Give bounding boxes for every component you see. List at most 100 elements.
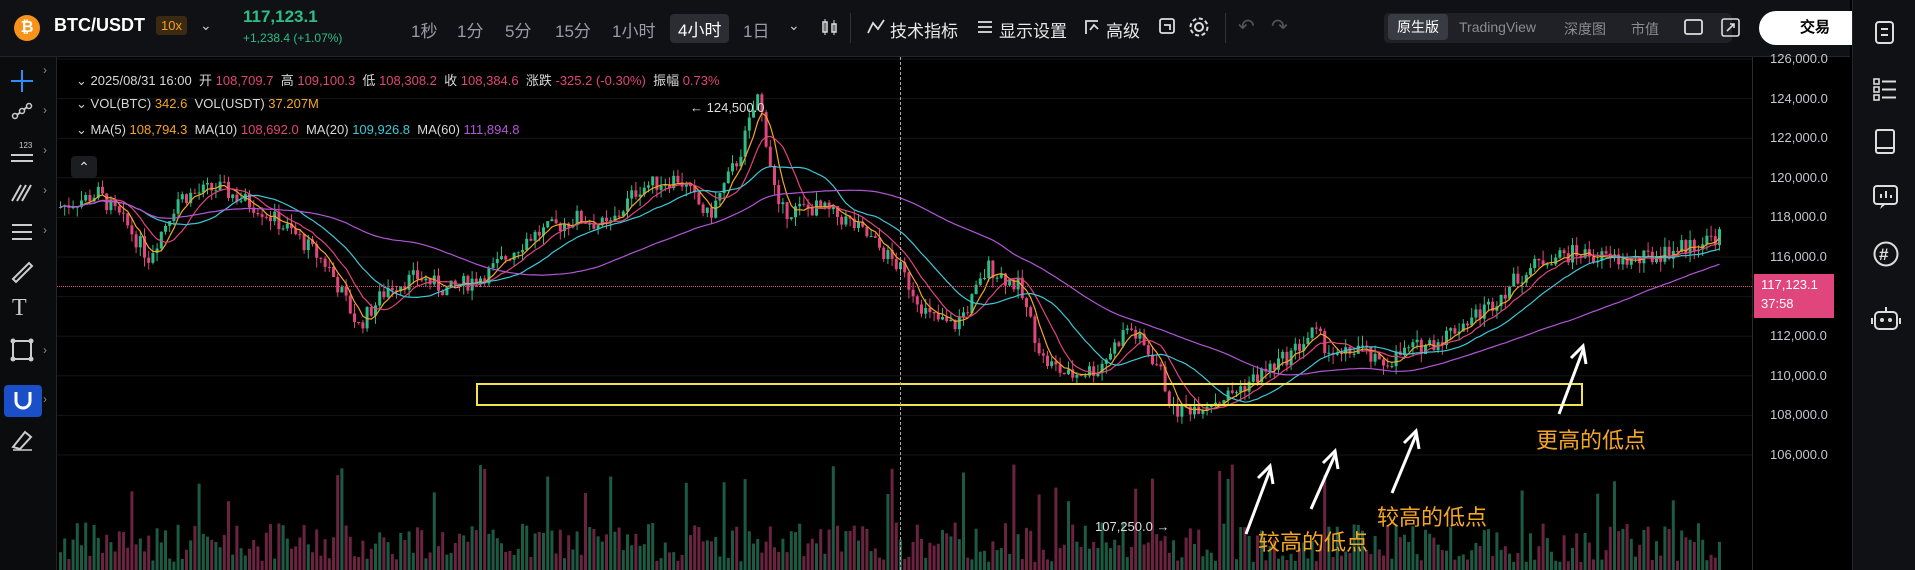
chevron-right-icon[interactable]: › bbox=[43, 183, 47, 197]
orderbook-icon[interactable] bbox=[1873, 20, 1897, 46]
chevron-right-icon[interactable]: › bbox=[43, 103, 47, 117]
symbol-name[interactable]: BTC/USDT bbox=[54, 15, 145, 35]
low-label: 低 bbox=[362, 73, 376, 88]
text-tool-icon[interactable]: T bbox=[12, 295, 27, 321]
settings-list-icon[interactable] bbox=[975, 17, 995, 37]
book-icon[interactable] bbox=[1873, 128, 1897, 156]
tab-depth[interactable]: 深度图 bbox=[1564, 21, 1606, 37]
candle-body bbox=[411, 270, 415, 275]
undo-icon[interactable]: ↶ bbox=[1238, 16, 1255, 38]
timeframe-1h[interactable]: 1小时 bbox=[612, 22, 656, 41]
volume-bar bbox=[302, 525, 306, 570]
indicator-icon[interactable] bbox=[866, 17, 886, 37]
template-icon[interactable] bbox=[1157, 16, 1179, 38]
y-tick-label: 118,000.0 bbox=[1770, 209, 1827, 225]
volume-bar bbox=[1264, 560, 1268, 570]
candle-type-icon[interactable] bbox=[820, 17, 840, 37]
volume-bar bbox=[214, 541, 218, 570]
svg-text:123: 123 bbox=[19, 141, 33, 150]
advanced-button[interactable]: 高级 bbox=[1106, 22, 1140, 41]
volume-bar bbox=[852, 525, 856, 570]
chevron-down-icon[interactable]: ⌄ bbox=[200, 17, 212, 33]
tab-tradingview[interactable]: TradingView bbox=[1459, 19, 1537, 35]
magnet-icon[interactable] bbox=[10, 388, 36, 414]
candle-body bbox=[185, 194, 188, 204]
fibonacci-icon[interactable] bbox=[9, 179, 35, 205]
volume-bar bbox=[243, 555, 247, 570]
chevron-down-icon[interactable]: ⌄ bbox=[788, 17, 800, 33]
volume-bar bbox=[588, 527, 592, 570]
candle-body bbox=[1289, 350, 1293, 366]
collapse-legend-button[interactable]: ⌃ bbox=[71, 156, 97, 178]
redo-icon[interactable]: ↷ bbox=[1271, 16, 1288, 38]
leverage-badge[interactable]: 10x bbox=[156, 16, 187, 35]
fullscreen-icon[interactable] bbox=[1720, 17, 1742, 39]
hashtag-icon[interactable]: # bbox=[1872, 240, 1900, 268]
high-label: 高 bbox=[280, 73, 294, 88]
volume-bar bbox=[1180, 557, 1184, 570]
price-axis[interactable] bbox=[1752, 57, 1852, 570]
trend-line-icon[interactable] bbox=[9, 98, 35, 124]
chevron-right-icon[interactable]: › bbox=[43, 392, 47, 406]
timeframe-4h[interactable]: 4小时 bbox=[670, 14, 730, 43]
tab-native[interactable]: 原生版 bbox=[1388, 14, 1448, 40]
volume-bar bbox=[126, 547, 130, 570]
volume-bar bbox=[655, 561, 659, 570]
horizontal-line-icon[interactable]: 123 bbox=[9, 139, 35, 165]
candle-body bbox=[231, 194, 235, 198]
candle-body bbox=[1592, 256, 1595, 263]
candle-body bbox=[416, 270, 419, 280]
list-icon[interactable] bbox=[1872, 76, 1898, 102]
shape-icon[interactable] bbox=[9, 337, 35, 363]
timeframe-1d[interactable]: 1日 bbox=[743, 22, 770, 41]
eraser-icon[interactable] bbox=[9, 427, 35, 453]
candle-body bbox=[1268, 363, 1272, 372]
ruler-icon[interactable] bbox=[9, 259, 35, 285]
low-marker: 107,250.0 → bbox=[1095, 519, 1170, 534]
volume-bar bbox=[865, 528, 869, 570]
volume-bar bbox=[1579, 561, 1583, 570]
volume-bar bbox=[768, 526, 772, 570]
candle-body bbox=[1243, 386, 1247, 392]
tab-market-cap[interactable]: 市值 bbox=[1631, 21, 1659, 37]
candle-body bbox=[697, 192, 701, 205]
candle-body bbox=[495, 259, 499, 264]
volume-bar bbox=[327, 558, 331, 570]
timeframe-1m[interactable]: 1分 bbox=[457, 22, 484, 41]
volume-bar bbox=[357, 557, 361, 570]
chevron-right-icon[interactable]: › bbox=[43, 143, 47, 157]
volume-bar bbox=[298, 537, 302, 570]
candle-body bbox=[1079, 375, 1083, 377]
display-settings-button[interactable]: 显示设置 bbox=[999, 22, 1067, 41]
window-icon[interactable] bbox=[1683, 17, 1705, 39]
chevron-right-icon[interactable]: › bbox=[43, 63, 47, 77]
volume-bar bbox=[1088, 548, 1091, 570]
pattern-icon[interactable] bbox=[9, 219, 35, 245]
timeframe-5m[interactable]: 5分 bbox=[505, 22, 532, 41]
timeframe-15m[interactable]: 15分 bbox=[555, 22, 591, 41]
candle-body bbox=[302, 234, 306, 251]
gear-icon[interactable] bbox=[1188, 16, 1210, 38]
candle-body bbox=[256, 212, 260, 215]
candle-body bbox=[836, 206, 839, 217]
chevron-right-icon[interactable]: › bbox=[43, 223, 47, 237]
chart-board-icon[interactable] bbox=[1872, 184, 1900, 210]
candle-body bbox=[634, 190, 638, 197]
price-chart[interactable] bbox=[57, 57, 1852, 570]
volume-bar bbox=[907, 556, 911, 570]
volume-bar bbox=[1331, 557, 1335, 570]
volume-bar bbox=[1306, 558, 1310, 570]
timeframe-1s[interactable]: 1秒 bbox=[411, 22, 438, 41]
advanced-chart-icon[interactable] bbox=[1083, 17, 1103, 37]
volume-bar bbox=[285, 538, 289, 570]
volume-bar bbox=[869, 551, 873, 570]
volume-bar bbox=[424, 558, 428, 570]
volume-bar bbox=[1054, 487, 1058, 570]
vol-btc-value: 342.6 bbox=[154, 96, 188, 111]
chevron-right-icon[interactable]: › bbox=[43, 343, 47, 357]
robot-icon[interactable] bbox=[1871, 305, 1901, 333]
crosshair-icon[interactable] bbox=[9, 68, 35, 94]
volume-bar bbox=[1655, 541, 1658, 570]
volume-bar bbox=[1020, 559, 1024, 570]
indicators-button[interactable]: 技术指标 bbox=[890, 22, 958, 41]
